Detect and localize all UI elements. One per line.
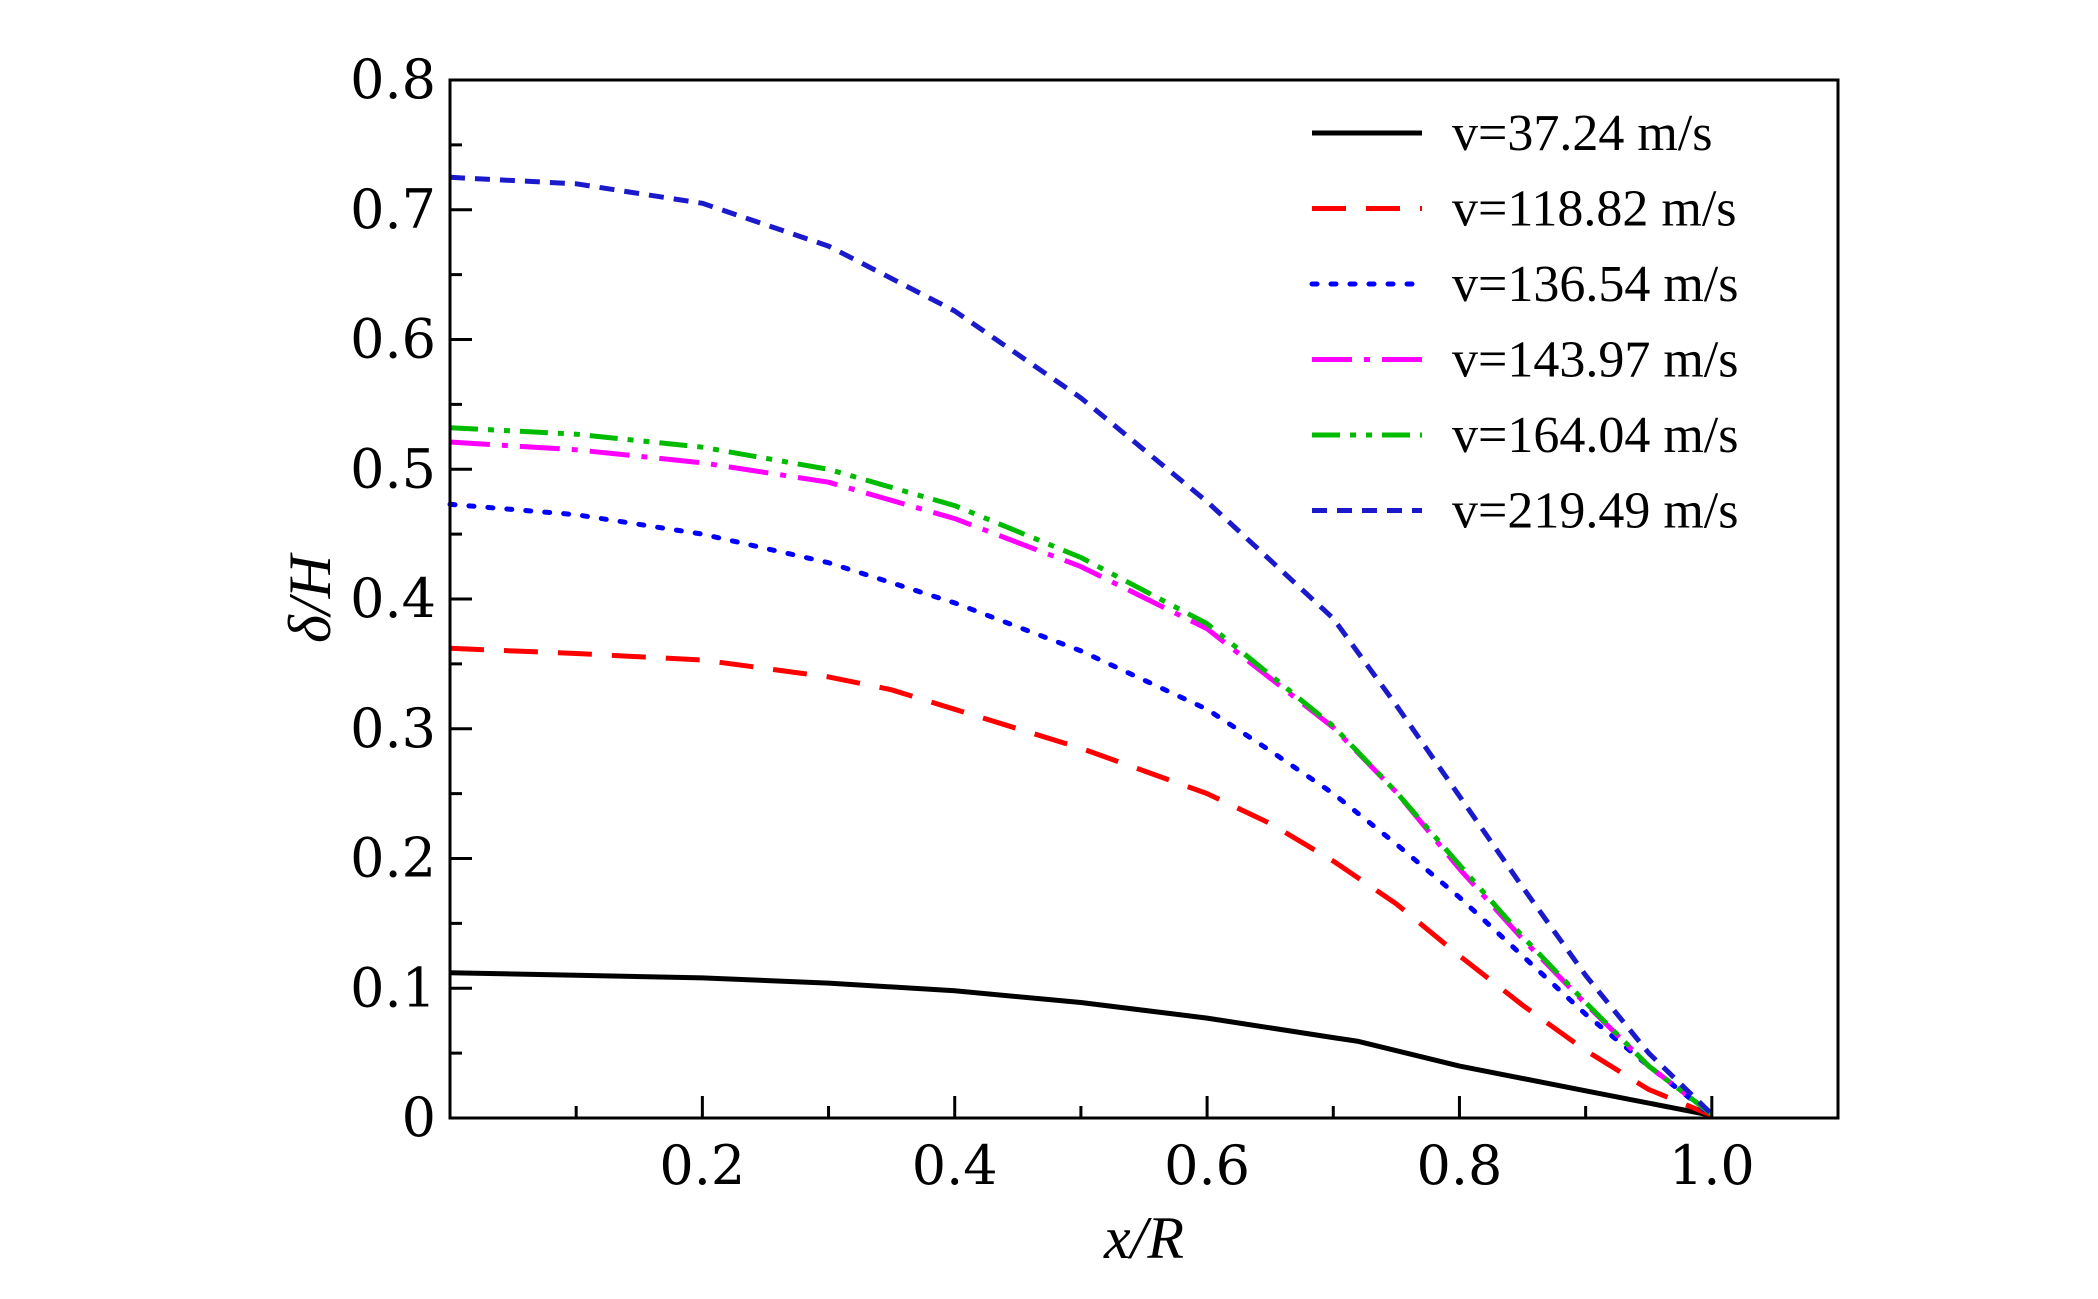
legend-label-3: v=136.54 m/s (1452, 256, 1738, 313)
series-line-6 (449, 174, 1714, 1116)
legend-label-6: v=219.49 m/s (1452, 483, 1738, 540)
axis-ticks (450, 143, 1714, 1118)
x-tick-label: 0.4 (912, 1134, 998, 1197)
legend-label-5: v=164.04 m/s (1452, 407, 1738, 464)
series-line-2 (449, 645, 1713, 1118)
x-axis-label: x/R (1103, 1205, 1184, 1271)
legend-label-2: v=118.82 m/s (1452, 181, 1737, 238)
y-tick-label: 0.8 (350, 48, 436, 111)
y-tick-label: 0.5 (350, 437, 436, 500)
series-line-4 (449, 439, 1714, 1117)
series-line-3 (447, 501, 1715, 1118)
y-tick-label: 0.2 (350, 827, 436, 890)
y-tick-label: 0.3 (350, 697, 436, 760)
x-tick-label: 0.6 (1164, 1134, 1250, 1197)
x-tick-label: 0.8 (1417, 1134, 1503, 1197)
x-tick-label: 1.0 (1669, 1134, 1755, 1197)
tick-labels: 0.2 0.4 0.6 0.8 1.0 0 0.1 0.2 0.3 0.4 0.5 0.6 0.7 0.8 (350, 48, 1755, 1197)
legend-label-4: v=143.97 m/s (1452, 332, 1738, 389)
y-tick-label: 0.7 (350, 178, 436, 241)
y-tick-label: 0.1 (350, 956, 436, 1019)
series-line-1 (449, 970, 1713, 1118)
y-axis-label: δ/H (277, 551, 343, 643)
legend-label-1: v=37.24 m/s (1452, 105, 1712, 162)
series-lines (447, 174, 1715, 1118)
y-tick-label: 0.6 (350, 308, 436, 371)
y-tick-label: 0.4 (350, 567, 436, 630)
y-tick-label: 0 (402, 1086, 436, 1149)
x-tick-label: 0.2 (659, 1134, 745, 1197)
legend: v=37.24 m/s v=118.82 m/s v=136.54 m/s v=143… (1309, 105, 1738, 540)
